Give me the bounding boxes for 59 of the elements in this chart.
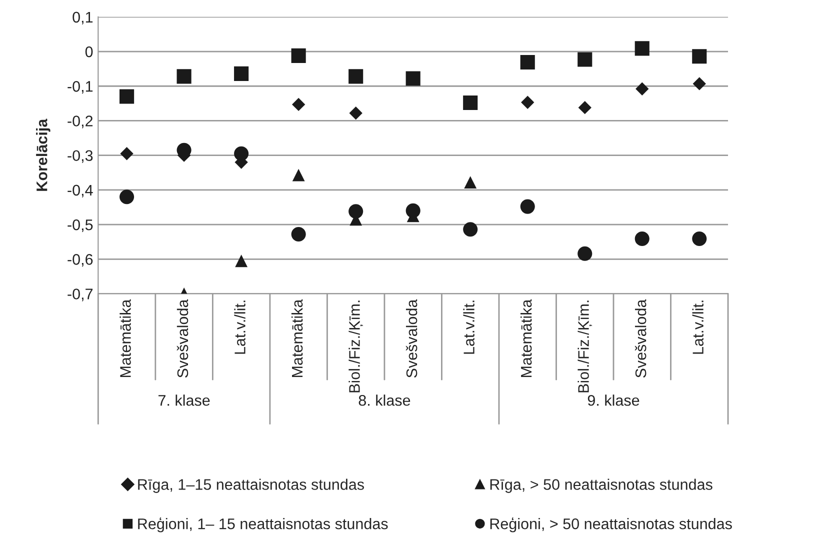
point <box>692 231 707 246</box>
y-tick-label: 0,1 <box>72 12 93 24</box>
point <box>292 98 306 112</box>
point <box>636 82 649 96</box>
y-tick-label: -0,7 <box>68 288 93 302</box>
point <box>520 54 535 70</box>
x-tick-label: Lat.v./lit. <box>463 300 474 354</box>
point <box>463 95 478 110</box>
point <box>520 199 535 214</box>
point <box>521 96 534 109</box>
point <box>234 146 249 161</box>
point <box>634 231 650 246</box>
y-tick-label: -0,5 <box>68 219 93 232</box>
x-tick-label: Lat.v./lit. <box>234 300 246 354</box>
point <box>292 168 305 182</box>
point <box>234 66 249 81</box>
x-tick-label: Svešvaloda <box>634 299 646 378</box>
point <box>634 41 650 56</box>
point <box>348 204 364 219</box>
point <box>578 100 592 114</box>
point <box>692 49 707 64</box>
point <box>235 254 248 268</box>
point <box>406 203 420 218</box>
point <box>348 69 364 84</box>
point <box>120 190 134 204</box>
point <box>120 89 134 104</box>
x-tick-label: Matemātika <box>120 299 131 377</box>
x-tick-label: Matemātika <box>291 299 303 377</box>
x-tick-label: Svešvaloda <box>406 299 418 378</box>
point <box>578 52 592 67</box>
x-tick-label: Biol./Fiz./Ķīm. <box>348 300 363 392</box>
point <box>291 48 306 63</box>
legend-label: Rīga, > 50 neattaisnotas stundas <box>490 478 712 493</box>
legend-label: Rīga, 1–15 neattaisnotas stundas <box>138 478 364 493</box>
text: 9. klase <box>588 394 640 406</box>
y-tick-label: -0,1 <box>68 81 93 94</box>
point <box>120 147 134 160</box>
text: 7. klase <box>158 394 210 406</box>
x-tick-label: Lat.v./lit. <box>692 300 704 354</box>
y-tick-label: 0 <box>85 46 93 58</box>
point <box>349 106 362 120</box>
point <box>291 226 306 242</box>
point <box>463 222 478 237</box>
y-tick-label: -0,6 <box>68 254 93 267</box>
point <box>406 71 420 86</box>
point <box>692 77 706 90</box>
x-tick-label: Svešvaloda <box>176 299 188 378</box>
text: 8. klase <box>358 394 410 406</box>
legend-label: Reģioni, 1– 15 neattaisnotas stundas <box>138 517 388 532</box>
x-tick-label: Biol./Fiz./Ķīm. <box>578 300 592 392</box>
x-tick-label: Matemātika <box>520 299 532 377</box>
point <box>176 69 192 84</box>
y-tick-label: -0,2 <box>68 116 93 128</box>
y-tick-label: -0,3 <box>68 150 93 163</box>
legend-label: Reģioni, > 50 neattaisnotas stundas <box>490 517 732 532</box>
point <box>578 246 592 261</box>
point <box>464 176 477 189</box>
y-tick-label: -0,4 <box>68 184 93 198</box>
y-axis-title: Korelācija <box>36 118 50 191</box>
